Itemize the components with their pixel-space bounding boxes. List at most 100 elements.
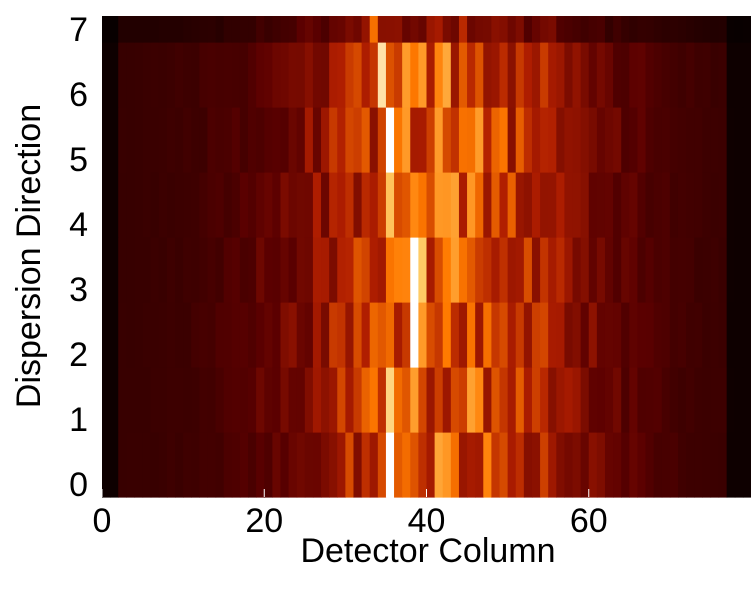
heatmap-cell [491,237,501,303]
heatmap-cell [248,107,257,173]
heatmap-cell [694,107,703,173]
heatmap-cell [264,16,273,43]
heatmap-cell [134,16,144,43]
heatmap-cell [442,367,452,433]
heatmap-cell [718,432,728,498]
heatmap-cell [483,107,492,173]
heatmap-cell [369,107,379,173]
y-tick-label: 6 [69,76,88,114]
heatmap-cell [353,107,363,173]
heatmap-cell [540,107,549,173]
heatmap-cell [329,16,338,43]
heatmap-cell [288,42,298,108]
heatmap-cell [256,302,265,368]
heatmap-cell [248,172,257,238]
heatmap-cell [312,237,322,303]
heatmap-cell [710,302,720,368]
heatmap-cell [256,42,265,108]
heatmap-cell [669,237,679,303]
heatmap-cell [118,16,127,43]
heatmap-cell [531,107,541,173]
heatmap-cell [353,42,363,108]
heatmap-cell [150,107,160,173]
heatmap-cell [126,237,136,303]
heatmap-cell [450,237,460,303]
heatmap-cell [458,42,468,108]
heatmap-cell [166,302,176,368]
heatmap-cell [637,172,647,238]
heatmap-cell [191,302,200,368]
heatmap-cell [215,16,225,43]
heatmap-cell [645,107,655,173]
heatmap-cell [613,16,622,43]
heatmap-cell [402,302,411,368]
heatmap-cell [645,42,655,108]
heatmap-cell [475,367,484,433]
heatmap-cell [604,302,614,368]
heatmap-cell [653,302,663,368]
heatmap-cell [110,302,119,368]
heatmap-cell [191,237,200,303]
heatmap-cell [442,237,452,303]
heatmap-cell [629,42,639,108]
heatmap-cell [175,107,184,173]
heatmap-cell [426,42,436,108]
heatmap-cell [548,432,557,498]
heatmap-cell [580,42,590,108]
heatmap-cell [718,107,728,173]
heatmap-cell [475,172,484,238]
heatmap-cell [118,172,127,238]
heatmap-cell [337,172,346,238]
heatmap-cell [710,16,720,43]
heatmap-cell [142,172,152,238]
heatmap-cell [702,172,712,238]
heatmap-cell [418,432,428,498]
heatmap-cell [426,237,436,303]
heatmap-cell [118,432,127,498]
heatmap-cell [223,107,233,173]
heatmap-cell [377,172,387,238]
heatmap-cell [694,16,703,43]
heatmap-cell [329,237,338,303]
heatmap-cell [491,367,501,433]
heatmap-cell [361,107,371,173]
heatmap-cell [718,172,728,238]
heatmap-cell [677,16,687,43]
heatmap-cell [669,367,679,433]
heatmap-cell [677,42,687,108]
heatmap-cell [239,367,249,433]
heatmap-cell [191,432,200,498]
heatmap-cell [686,367,695,433]
heatmap-cell [426,367,436,433]
heatmap-cell [669,172,679,238]
heatmap-cell [726,432,736,498]
heatmap-cell [223,367,233,433]
heatmap-cell [742,302,751,368]
heatmap-cell [272,42,282,108]
heatmap-cell [580,237,590,303]
x-tick-label: 0 [93,502,112,540]
heatmap-cell [369,432,379,498]
heatmap-cell [499,42,509,108]
heatmap-cell [110,42,119,108]
heatmap-cell [483,432,492,498]
heatmap-cell [402,432,411,498]
heatmap-cell [637,42,647,108]
heatmap-cell [540,432,549,498]
heatmap-cell [645,302,655,368]
heatmap-cell [596,237,606,303]
heatmap-cell [734,16,744,43]
heatmap-cell [410,107,419,173]
y-axis-title: Dispersion Direction [10,104,48,408]
heatmap-cell [126,172,136,238]
heatmap-cell [637,302,647,368]
heatmap-cell [491,16,501,43]
heatmap-cell [580,432,590,498]
heatmap-cell [175,367,184,433]
heatmap-cell [702,107,712,173]
heatmap-cell [434,172,444,238]
heatmap-cell [312,302,322,368]
heatmap-cell [142,16,152,43]
heatmap-cell [710,367,720,433]
heatmap-cell [385,237,395,303]
